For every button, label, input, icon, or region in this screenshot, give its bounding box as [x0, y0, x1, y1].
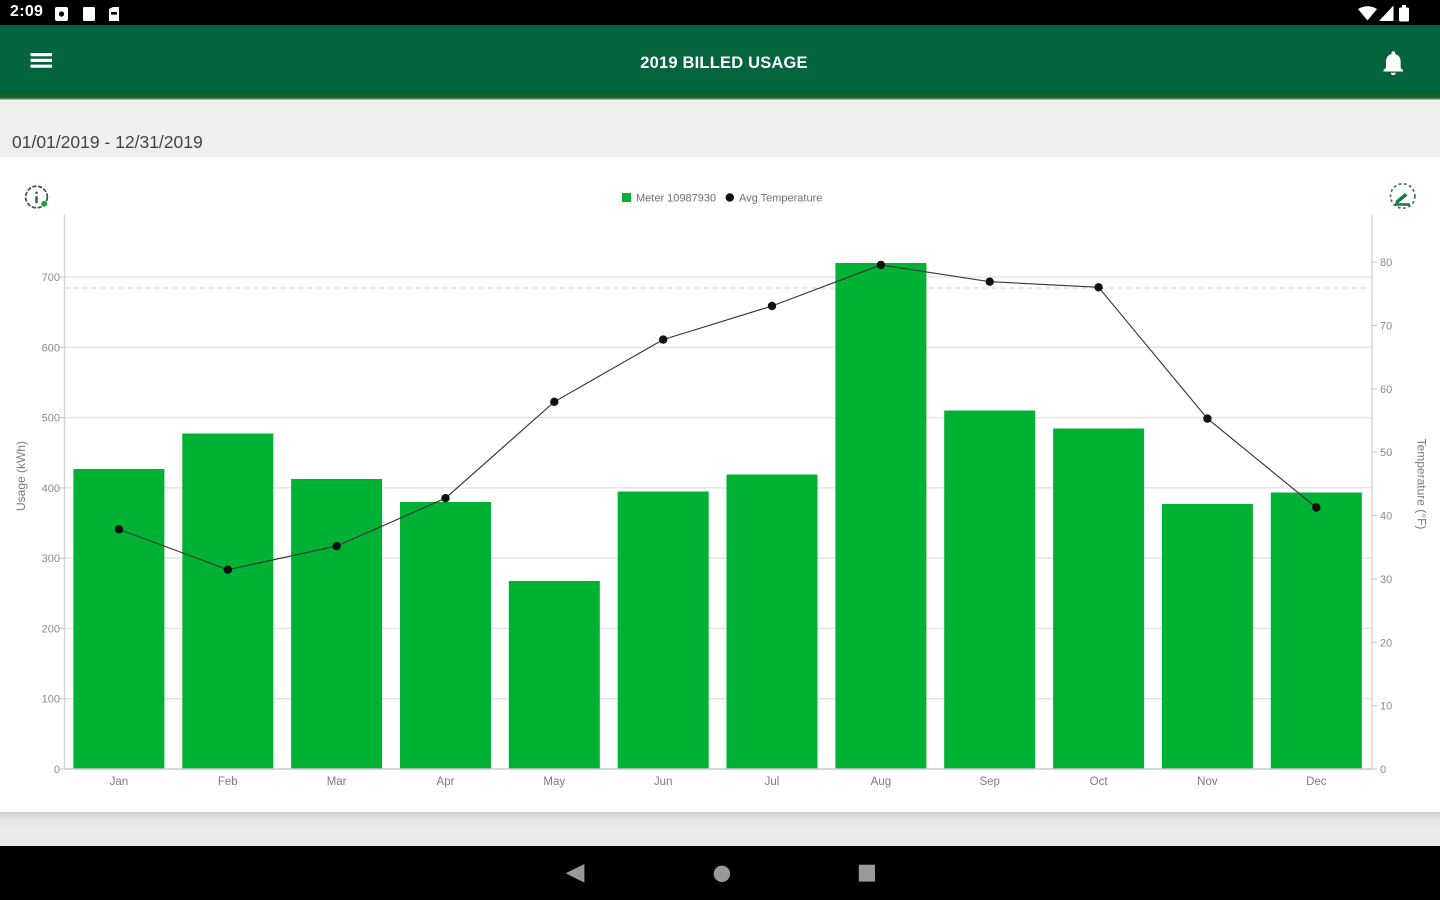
svg-text:100: 100: [42, 694, 60, 706]
svg-text:70: 70: [1380, 321, 1392, 333]
svg-text:80: 80: [1380, 257, 1392, 269]
svg-text:10: 10: [1380, 701, 1392, 713]
svg-text:500: 500: [42, 413, 60, 425]
svg-text:May: May: [543, 776, 565, 788]
svg-text:Avg Temperature: Avg Temperature: [739, 193, 822, 205]
svg-text:Nov: Nov: [1197, 776, 1218, 788]
svg-text:Sep: Sep: [979, 776, 999, 788]
svg-text:Aug: Aug: [871, 776, 891, 788]
svg-text:400: 400: [42, 483, 60, 495]
svg-text:40: 40: [1380, 511, 1392, 523]
svg-text:20: 20: [1380, 637, 1392, 649]
svg-text:Jul: Jul: [765, 776, 780, 788]
svg-text:Temperature (°F): Temperature (°F): [1415, 439, 1429, 530]
svg-text:200: 200: [42, 623, 60, 635]
svg-text:0: 0: [54, 764, 60, 776]
svg-text:Mar: Mar: [327, 776, 347, 788]
svg-text:700: 700: [42, 272, 60, 284]
svg-text:Oct: Oct: [1090, 776, 1109, 788]
svg-text:600: 600: [42, 342, 60, 354]
svg-text:Meter 10987930: Meter 10987930: [636, 193, 716, 205]
svg-text:Usage (kWh): Usage (kWh): [14, 441, 28, 511]
svg-text:60: 60: [1380, 384, 1392, 396]
svg-text:Apr: Apr: [437, 776, 455, 788]
svg-text:300: 300: [42, 553, 60, 565]
svg-text:Jan: Jan: [110, 776, 129, 788]
svg-text:0: 0: [1380, 764, 1386, 776]
svg-text:30: 30: [1380, 574, 1392, 586]
svg-text:50: 50: [1380, 447, 1392, 459]
svg-text:Dec: Dec: [1306, 776, 1327, 788]
svg-text:Jun: Jun: [654, 776, 673, 788]
svg-text:Feb: Feb: [218, 776, 238, 788]
